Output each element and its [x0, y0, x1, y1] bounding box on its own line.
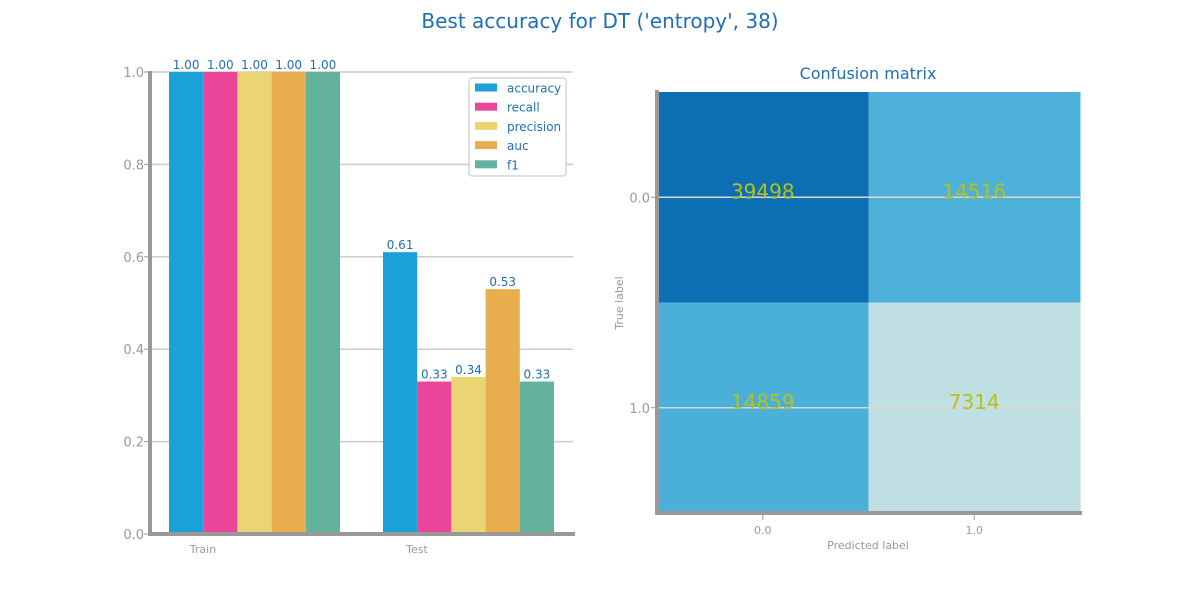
bar-f1-train [305, 72, 340, 534]
bar-accuracy-test [383, 252, 418, 534]
x-tick-label-train: Train [189, 543, 216, 556]
bar-chart: 1.00 0.61 1.00 0.33 1.00 0.34 1.00 0.53 1.00 0.33… [123, 58, 575, 556]
bar-chart-bars [169, 72, 554, 534]
confusion-matrix-value: 14516 [942, 179, 1006, 203]
bar-auc-train [271, 72, 306, 534]
legend-swatch-f1 [475, 160, 497, 169]
confusion-matrix-gridlines [657, 196, 1080, 409]
bar-chart-value-labels: 1.00 0.61 1.00 0.33 1.00 0.34 1.00 0.53 1.00 0.33 [170, 58, 553, 382]
x-tick-label-test: Test [405, 543, 428, 556]
confusion-matrix-cells [657, 92, 1081, 514]
bar-value-label-background [384, 239, 416, 252]
bar-value-label-background [273, 59, 305, 71]
legend-label-f1: f1 [507, 158, 519, 172]
confusion-matrix-annotations: 39498 14516 14859 7314 [731, 179, 1006, 414]
bar-precision-test [451, 376, 486, 534]
bar-value-label-background [521, 368, 553, 381]
bar-value-label: 1.00 [275, 58, 302, 72]
y-tick-label: 0.6 [123, 251, 144, 266]
bar-value-label: 1.00 [310, 58, 337, 72]
cm-y-tick-label: 0.0 [629, 191, 650, 206]
bar-value-label-background [307, 59, 339, 71]
cm-x-tick-label: 1.0 [966, 524, 984, 537]
bar-chart-legend: accuracy recall precision auc f1 [468, 77, 567, 177]
figure-title: Best accuracy for DT ('entropy', 38) [421, 9, 778, 33]
y-tick-label: 0.0 [123, 528, 144, 543]
confusion-matrix-chart: Confusion matrix 39498 14516 14859 7314 0.0… [613, 64, 1082, 552]
bar-value-label: 1.00 [207, 58, 234, 72]
bar-recall-train [203, 72, 238, 534]
bar-value-label-background [170, 59, 202, 71]
confusion-matrix-x-label: Predicted label [827, 539, 909, 552]
legend-swatch-precision [475, 121, 497, 130]
cm-x-tick-label: 0.0 [754, 524, 772, 537]
legend-label-recall: recall [507, 101, 540, 115]
bar-value-label: 0.61 [387, 238, 414, 252]
bar-recall-test [417, 381, 452, 534]
legend-swatch-recall [475, 102, 497, 111]
bar-value-label-background [453, 363, 484, 376]
bar-value-label: 0.33 [524, 368, 551, 382]
bar-f1-test [519, 381, 554, 534]
y-tick-label: 1.0 [123, 66, 144, 81]
bar-value-label-background [239, 59, 270, 71]
bar-value-label: 1.00 [173, 58, 200, 72]
legend-frame [468, 77, 567, 177]
bar-value-label-background [204, 59, 236, 71]
bar-value-label-background [487, 276, 519, 289]
y-tick-label: 0.4 [123, 343, 144, 358]
bar-value-label: 0.33 [421, 368, 448, 382]
confusion-matrix-y-ticks: 0.0 1.0 [629, 191, 657, 417]
bar-value-label: 0.34 [455, 363, 482, 377]
legend-swatch-accuracy [475, 83, 497, 92]
bar-chart-x-ticks: Train Test [189, 543, 429, 556]
legend-label-accuracy: accuracy [507, 82, 561, 96]
legend-label-precision: precision [507, 120, 561, 134]
cm-y-tick-label: 1.0 [629, 402, 650, 417]
legend-swatch-auc [475, 141, 497, 150]
confusion-matrix-title: Confusion matrix [800, 64, 937, 83]
confusion-matrix-y-label: True label [613, 276, 626, 330]
bar-value-label-background [418, 368, 450, 381]
legend-label-auc: auc [507, 139, 529, 153]
confusion-matrix-value: 7314 [949, 390, 1000, 414]
y-tick-label: 0.2 [123, 436, 144, 451]
y-tick-label: 0.8 [123, 158, 144, 173]
confusion-matrix-value: 14859 [731, 390, 795, 414]
confusion-matrix-value: 39498 [731, 179, 795, 203]
confusion-matrix-x-ticks: 0.0 1.0 [754, 515, 983, 537]
bar-chart-y-ticks: 0.0 0.2 0.4 0.6 0.8 1.0 [123, 66, 150, 543]
bar-accuracy-train [169, 72, 204, 534]
bar-auc-test [485, 289, 520, 534]
bar-value-label: 1.00 [241, 58, 268, 72]
bar-value-label: 0.53 [489, 275, 516, 289]
bar-precision-train [237, 72, 272, 534]
